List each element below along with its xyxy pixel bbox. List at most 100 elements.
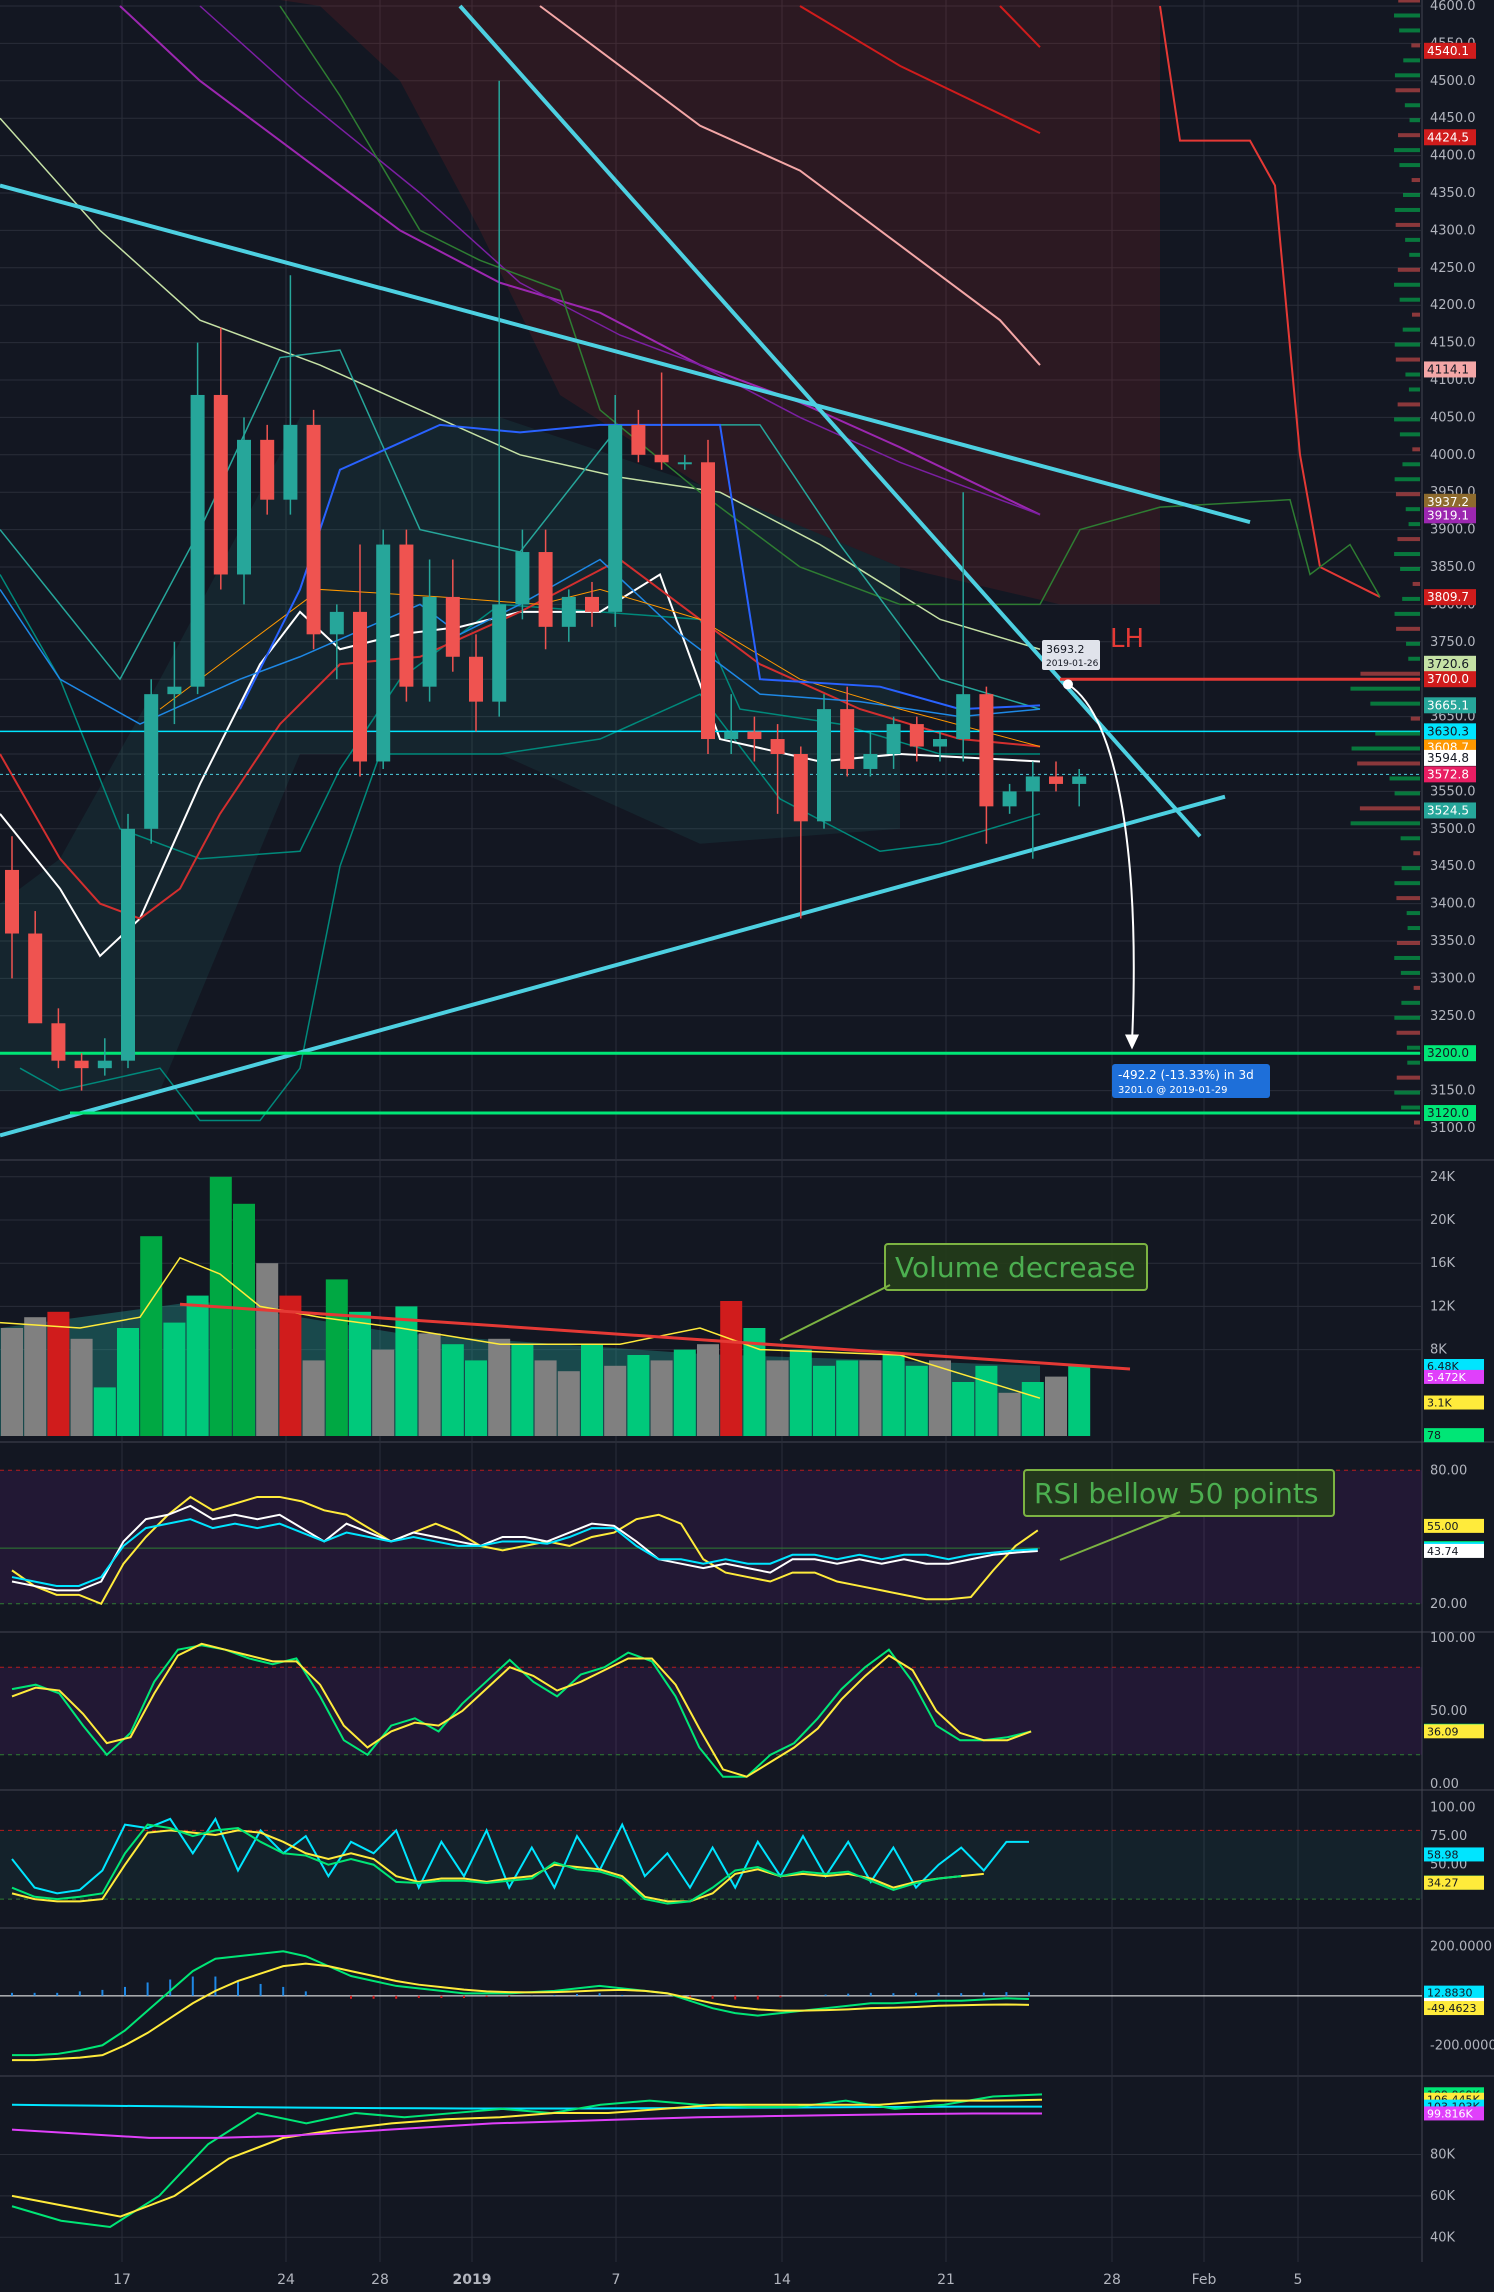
volume-profile-bar (1411, 43, 1420, 48)
ichimoku-span-a (279, 5, 1381, 606)
volume-bar (349, 1311, 371, 1436)
price-axis-label-box (1424, 589, 1476, 606)
candle-body (933, 739, 947, 747)
volume-profile-bar (1399, 28, 1420, 33)
price-tick-label: 4050.0 (1430, 410, 1476, 425)
price-axis-label-text: 3524.5 (1427, 803, 1469, 817)
volume-profile-bar (1412, 581, 1420, 586)
volume-bar (650, 1360, 673, 1436)
ma-line-violet (199, 5, 1041, 516)
osc-tick-label: 100.00 (1430, 1800, 1476, 1815)
obv-panel[interactable] (11, 2093, 1043, 2228)
measure-box (1112, 1064, 1270, 1098)
volume-bar (998, 1392, 1021, 1436)
oscillator-panel[interactable] (0, 1816, 1422, 1905)
candle-body (422, 596, 437, 687)
price-tick-label: 3400.0 (1430, 897, 1476, 912)
candle-body (608, 424, 623, 612)
volume-profile-bar (1394, 13, 1420, 18)
volume-bar (975, 1365, 998, 1436)
volume-ma-yellow (0, 1256, 1041, 1399)
candle-body (329, 611, 344, 635)
price-axis-label-box (1424, 129, 1476, 146)
volume-profile-bar (1394, 342, 1420, 347)
volume-panel[interactable]: Volume decrease (0, 1176, 1148, 1436)
stoch-panel[interactable] (0, 1642, 1422, 1778)
price-axis-label-box (1424, 42, 1476, 59)
x-tick-label: 7 (612, 2272, 621, 2288)
volume-profile-bar (1398, 0, 1420, 3)
candle-body (283, 424, 298, 500)
volume-profile-bar (1370, 701, 1420, 706)
volume-profile-bar (1408, 387, 1420, 392)
volume-tick-label: 20K (1430, 1213, 1456, 1228)
candle-body (677, 462, 692, 465)
volume-bar (720, 1301, 743, 1436)
axis-label-box (1424, 2001, 1484, 2016)
macd-panel[interactable] (0, 1950, 1422, 2062)
candle-body (724, 731, 739, 740)
volume-bar (581, 1344, 603, 1436)
stoch-series (11, 1642, 1032, 1778)
volume-profile-bar (1360, 671, 1420, 676)
axis-label-text: 36.09 (1427, 1725, 1459, 1738)
volume-profile-bar (1394, 552, 1420, 557)
price-tick-label: 4000.0 (1430, 448, 1476, 463)
price-callout-date: 2019-01-26 (1046, 659, 1099, 669)
candle-body (469, 656, 483, 702)
osc-tick-label: 75.00 (1430, 1829, 1467, 1844)
rsi-annotation-text: RSI bellow 50 points (1034, 1477, 1318, 1510)
rsi-tick-label: 80.00 (1430, 1463, 1467, 1478)
x-tick-label: 28 (371, 2272, 389, 2288)
candle-body (121, 828, 135, 1061)
volume-bar (93, 1387, 116, 1436)
rsi-panel[interactable]: RSI bellow 50 points (0, 1469, 1422, 1606)
candle-body (979, 694, 994, 807)
price-tick-label: 4400.0 (1430, 149, 1476, 164)
price-axis-label-box (1424, 749, 1476, 766)
price-tick-label: 3500.0 (1430, 822, 1476, 837)
volume-profile-bar (1399, 297, 1420, 302)
volume-tick-label: 8K (1430, 1343, 1447, 1358)
x-tick-label: 5 (1294, 2272, 1303, 2288)
stoch-tick-label: 100.00 (1430, 1631, 1476, 1646)
volume-bar (766, 1360, 789, 1436)
axis-label-box (1424, 1875, 1484, 1890)
volume-bar (70, 1338, 93, 1436)
candle-body (74, 1060, 89, 1069)
price-panel[interactable]: 3693.2 2019-01-26 -492.2 (-13.33%) in 3d 32… (0, 0, 1420, 1138)
volume-bar (325, 1279, 348, 1436)
price-axis-label-box (1424, 493, 1476, 510)
trendline-upper (0, 183, 1251, 525)
price-tick-label: 4600.0 (1430, 0, 1476, 14)
volume-profile-bar (1407, 926, 1420, 931)
volume-bar (279, 1295, 302, 1436)
candle-body (213, 394, 228, 575)
osc-series (11, 1829, 984, 1903)
price-axis-label-box (1424, 766, 1476, 783)
osc-series (11, 1816, 1029, 1895)
candle-body (492, 604, 507, 702)
volume-bar (465, 1360, 487, 1436)
volume-bar (163, 1322, 186, 1436)
volume-profile-bar (1399, 432, 1420, 437)
axis-label-box (1424, 1359, 1484, 1374)
price-tick-label: 4450.0 (1430, 111, 1476, 126)
lh-label: LH (1110, 624, 1144, 654)
osc-series (11, 1823, 962, 1905)
axis-label-text: -49.4623 (1427, 2002, 1476, 2015)
volume-bar (604, 1365, 627, 1436)
price-axis[interactable]: 4600.04550.04500.04450.04400.04350.04300… (1424, 0, 1494, 2245)
volume-profile-bar (1401, 866, 1420, 871)
time-axis[interactable]: 17 24 28 2019 7 14 21 28 Feb 5 (113, 2272, 1302, 2288)
volume-bar (1045, 1376, 1067, 1436)
volume-bar (511, 1344, 534, 1436)
volume-profile-bar (1411, 312, 1420, 317)
volume-bar (395, 1306, 418, 1436)
volume-profile-bar (1403, 58, 1420, 63)
volume-profile-bar (1396, 941, 1420, 945)
volume-profile-bar (1400, 567, 1420, 571)
volume-profile-bar (1402, 596, 1420, 601)
candle-body (1072, 776, 1087, 784)
